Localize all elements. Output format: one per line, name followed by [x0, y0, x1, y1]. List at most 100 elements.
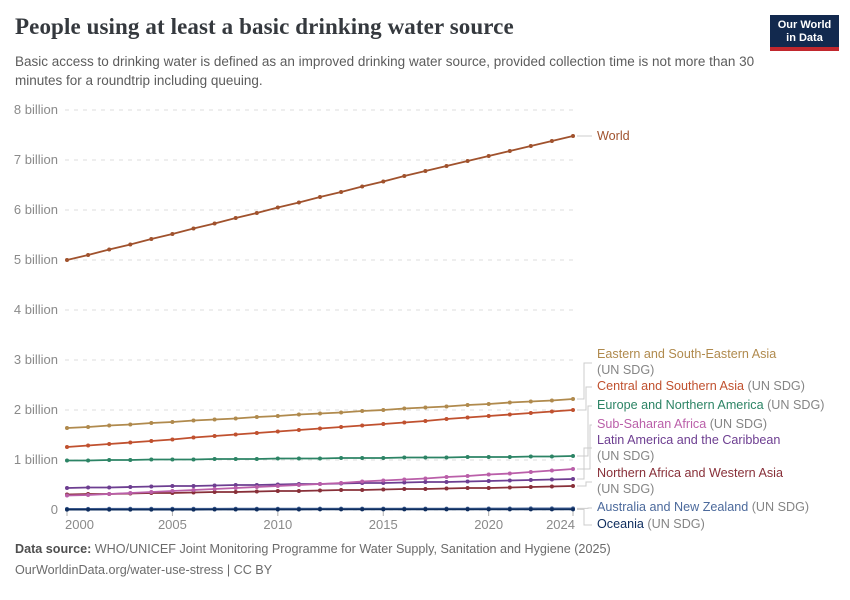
data-point[interactable] [233, 432, 238, 437]
data-point[interactable] [65, 426, 69, 430]
data-point[interactable] [549, 409, 554, 414]
data-point[interactable] [212, 457, 217, 461]
data-point[interactable] [381, 422, 386, 426]
data-point[interactable] [170, 507, 175, 512]
data-point[interactable] [381, 179, 386, 184]
data-point[interactable] [339, 425, 344, 429]
data-point[interactable] [528, 399, 533, 404]
series-label-australia-new-zealand[interactable]: Australia and New Zealand (UN SDG) [597, 500, 850, 516]
data-point[interactable] [233, 457, 238, 461]
data-point[interactable] [65, 507, 69, 512]
data-point[interactable] [233, 416, 238, 421]
data-point[interactable] [528, 144, 533, 148]
data-point[interactable] [275, 484, 280, 488]
data-point[interactable] [86, 443, 91, 448]
data-point[interactable] [233, 216, 238, 220]
data-point[interactable] [318, 411, 322, 416]
data-point[interactable] [444, 480, 449, 484]
data-point[interactable] [360, 507, 365, 512]
data-point[interactable] [107, 247, 112, 252]
data-point[interactable] [128, 440, 133, 445]
data-point[interactable] [507, 400, 512, 405]
data-point[interactable] [149, 490, 154, 494]
data-point[interactable] [191, 435, 196, 440]
data-point[interactable] [423, 419, 428, 423]
data-point[interactable] [254, 457, 259, 461]
data-point[interactable] [86, 485, 91, 490]
data-point[interactable] [528, 470, 533, 474]
data-point[interactable] [212, 507, 217, 512]
data-point[interactable] [486, 154, 491, 158]
data-point[interactable] [128, 422, 133, 427]
data-point[interactable] [507, 478, 512, 483]
data-point[interactable] [191, 507, 196, 512]
series-label-europe-northern-america[interactable]: Europe and Northern America (UN SDG) [597, 398, 850, 414]
data-point[interactable] [233, 507, 238, 512]
data-point[interactable] [360, 409, 365, 413]
data-point[interactable] [571, 477, 575, 481]
data-point[interactable] [465, 507, 470, 512]
data-point[interactable] [423, 455, 428, 460]
data-point[interactable] [191, 457, 196, 462]
data-point[interactable] [212, 434, 217, 438]
data-point[interactable] [86, 253, 91, 257]
data-point[interactable] [402, 406, 407, 411]
data-point[interactable] [339, 410, 344, 415]
data-point[interactable] [149, 507, 154, 512]
data-point[interactable] [107, 458, 112, 462]
data-point[interactable] [528, 485, 533, 489]
series-line-world[interactable] [65, 134, 575, 262]
data-point[interactable] [170, 489, 175, 493]
data-point[interactable] [571, 467, 575, 471]
data-point[interactable] [381, 408, 386, 412]
data-point[interactable] [465, 479, 470, 484]
data-point[interactable] [254, 431, 259, 435]
series-label-oceania[interactable]: Oceania (UN SDG) [597, 517, 850, 533]
data-point[interactable] [423, 487, 428, 491]
series-label-latin-america-caribbean[interactable]: Latin America and the Caribbean (UN SDG) [597, 433, 850, 464]
series-line-oceania[interactable] [65, 507, 575, 512]
data-point[interactable] [423, 476, 428, 481]
data-point[interactable] [528, 411, 533, 415]
data-point[interactable] [528, 507, 533, 512]
data-point[interactable] [402, 507, 407, 512]
data-point[interactable] [275, 456, 280, 461]
data-point[interactable] [402, 174, 407, 178]
data-point[interactable] [423, 169, 428, 173]
data-point[interactable] [339, 456, 344, 460]
data-point[interactable] [444, 417, 449, 421]
data-point[interactable] [296, 200, 301, 205]
data-point[interactable] [549, 477, 554, 482]
data-point[interactable] [339, 488, 344, 492]
data-point[interactable] [339, 507, 344, 512]
data-point[interactable] [465, 403, 470, 407]
data-point[interactable] [107, 423, 112, 428]
data-point[interactable] [318, 426, 322, 431]
data-point[interactable] [402, 477, 407, 482]
data-point[interactable] [318, 195, 322, 199]
data-point[interactable] [170, 420, 175, 424]
series-line-sub-saharan-africa[interactable] [65, 467, 575, 498]
series-line-central-southern-asia[interactable] [65, 408, 575, 449]
data-point[interactable] [212, 221, 217, 226]
data-point[interactable] [339, 190, 344, 194]
data-point[interactable] [402, 480, 407, 485]
data-point[interactable] [507, 471, 512, 476]
data-point[interactable] [296, 507, 301, 512]
data-point[interactable] [128, 485, 133, 489]
data-point[interactable] [296, 483, 301, 487]
data-point[interactable] [402, 455, 407, 460]
data-point[interactable] [275, 414, 280, 418]
data-point[interactable] [571, 454, 575, 458]
data-point[interactable] [65, 445, 69, 449]
data-point[interactable] [486, 414, 491, 418]
data-point[interactable] [549, 484, 554, 489]
data-point[interactable] [444, 455, 449, 460]
data-point[interactable] [233, 483, 238, 487]
data-point[interactable] [128, 491, 133, 495]
data-point[interactable] [296, 456, 301, 461]
data-point[interactable] [423, 480, 428, 484]
data-point[interactable] [254, 415, 259, 419]
data-point[interactable] [486, 479, 491, 483]
series-label-sub-saharan-africa[interactable]: Sub-Saharan Africa (UN SDG) [597, 417, 850, 433]
